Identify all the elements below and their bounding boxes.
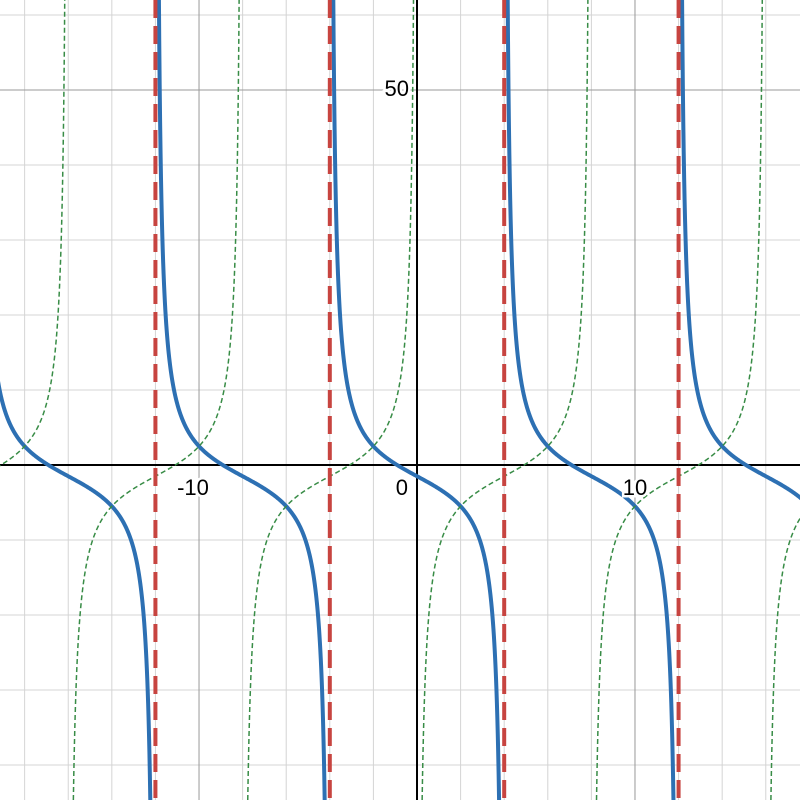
x-tick-label: -10 [177,475,209,500]
origin-label: 0 [396,475,408,500]
x-tick-label: 10 [623,475,647,500]
y-tick-label: 50 [385,76,409,101]
